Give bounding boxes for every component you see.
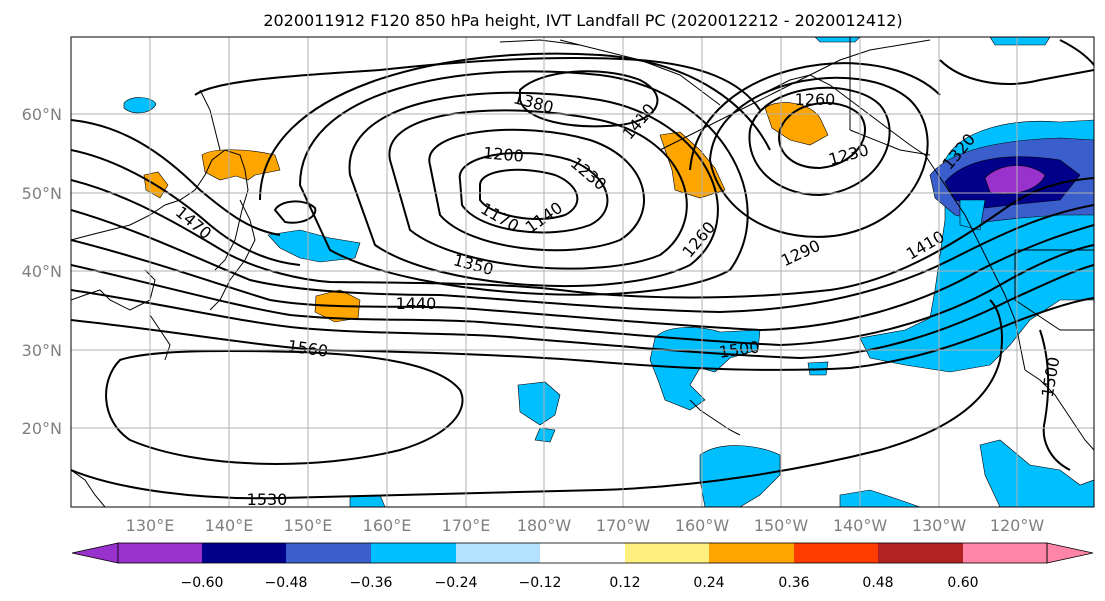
height-contours <box>71 39 1094 500</box>
lon-label: 160°W <box>675 516 730 535</box>
contour-label: 1200 <box>482 143 524 165</box>
colorbar-tick-labels: −0.60 −0.48 −0.36 −0.24 −0.12 0.12 0.24 … <box>181 575 979 591</box>
colorbar-extend-max <box>1046 542 1094 564</box>
lon-label: 140°W <box>833 516 888 535</box>
colorbar-segment <box>286 543 371 563</box>
colorbar-segment <box>202 543 286 563</box>
colorbar-tick-label: 0.24 <box>693 575 724 591</box>
contour-label: 1440 <box>396 294 437 313</box>
colorbar-tick-label: −0.48 <box>265 575 308 591</box>
lat-label: 20°N <box>22 419 62 438</box>
gridlines <box>71 37 1094 507</box>
lon-label: 130°W <box>912 516 967 535</box>
colorbar-tick-label: −0.60 <box>181 575 224 591</box>
map-area: 1380 1410 1260 1200 1230 1230 1170 1140 … <box>71 37 1094 509</box>
colorbar-segment <box>456 543 540 563</box>
lon-label: 150°W <box>754 516 809 535</box>
colorbar-tick-label: −0.36 <box>350 575 393 591</box>
colorbar-frame <box>117 542 1048 564</box>
lat-label: 60°N <box>22 105 62 124</box>
colorbar-segment <box>878 543 963 563</box>
lat-label: 40°N <box>22 262 62 281</box>
map-frame <box>70 36 1095 508</box>
colorbar-tick-label: −0.24 <box>435 575 478 591</box>
lon-label: 150°E <box>284 516 333 535</box>
colorbar-segment <box>118 543 202 563</box>
ivt-positive-shading <box>143 102 829 323</box>
figure-title: 2020011912 F120 850 hPa height, IVT Land… <box>263 11 902 30</box>
colorbar-tick-label: 0.12 <box>609 575 640 591</box>
colorbar-segment <box>709 543 794 563</box>
colorbar-extend-min <box>71 542 119 564</box>
colorbar-segments <box>71 542 1094 564</box>
colorbar-segment <box>794 543 878 563</box>
longitude-labels: 130°E 140°E 150°E 160°E 170°E 180°W 170°… <box>126 516 1045 535</box>
lon-label: 180°W <box>517 516 572 535</box>
colorbar-tick-label: −0.12 <box>519 575 562 591</box>
lon-label: 170°W <box>596 516 651 535</box>
lon-label: 120°W <box>990 516 1045 535</box>
colorbar-segment <box>371 543 456 563</box>
lon-label: 140°E <box>205 516 254 535</box>
latitude-labels: 60°N 50°N 40°N 30°N 20°N <box>22 105 62 438</box>
lat-label: 50°N <box>22 184 62 203</box>
lon-label: 160°E <box>363 516 412 535</box>
colorbar-segment <box>963 543 1047 563</box>
colorbar-tick-label: 0.36 <box>778 575 809 591</box>
lon-label: 170°E <box>442 516 491 535</box>
colorbar-tick-label: 0.48 <box>862 575 893 591</box>
colorbar-segment <box>625 543 709 563</box>
contour-label: 1530 <box>247 490 288 509</box>
contour-label: 1260 <box>795 90 836 109</box>
lon-label: 130°E <box>126 516 175 535</box>
colorbar: −0.60 −0.48 −0.36 −0.24 −0.12 0.12 0.24 … <box>71 542 1094 591</box>
colorbar-tick-label: 0.60 <box>947 575 978 591</box>
colorbar-segment <box>540 543 625 563</box>
lat-label: 30°N <box>22 341 62 360</box>
